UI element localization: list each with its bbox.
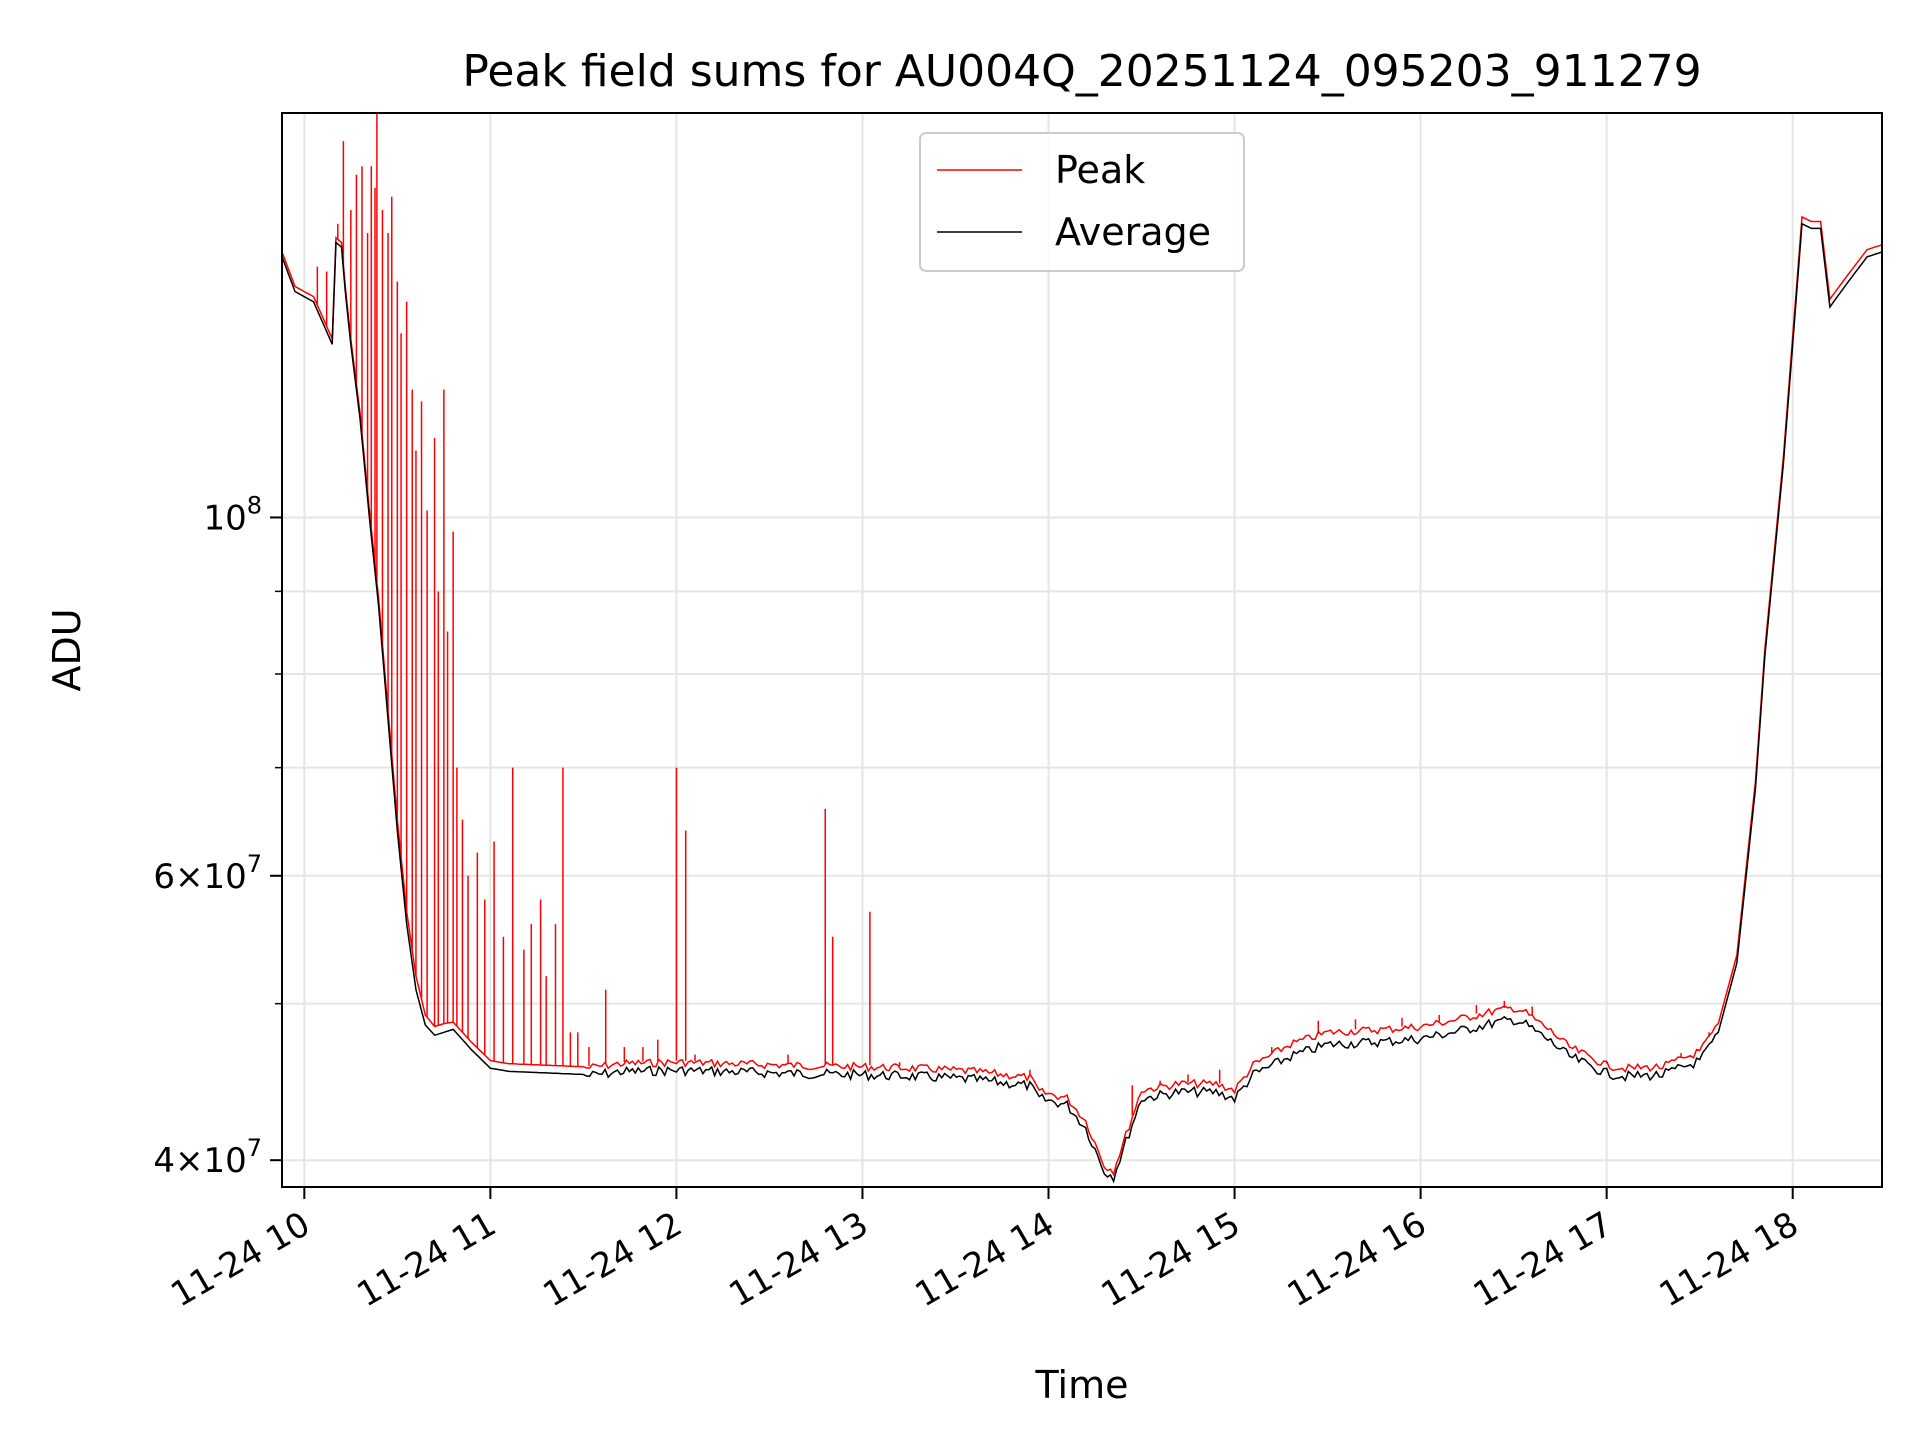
series-layer	[282, 113, 1882, 1184]
y-axis-label: ADU	[45, 608, 89, 691]
chart-title: Peak field sums for AU004Q_20251124_0952…	[462, 46, 1701, 97]
y-tick-label: 108	[203, 491, 262, 538]
legend-label-average: Average	[1055, 210, 1211, 254]
series-peak-line	[282, 215, 1882, 1177]
series-average-line	[282, 222, 1882, 1184]
plot-frame	[281, 112, 1883, 1188]
y-axis: 4×107 6×107 108	[153, 491, 282, 1181]
grid	[282, 113, 1882, 1187]
legend-box	[919, 132, 1245, 272]
x-axis-label: Time	[1035, 1363, 1129, 1407]
y-tick-label: 4×107	[153, 1134, 262, 1181]
legend-label-peak: Peak	[1055, 148, 1145, 192]
y-tick-label: 6×107	[153, 850, 262, 897]
legend: Peak Average	[919, 132, 1245, 272]
